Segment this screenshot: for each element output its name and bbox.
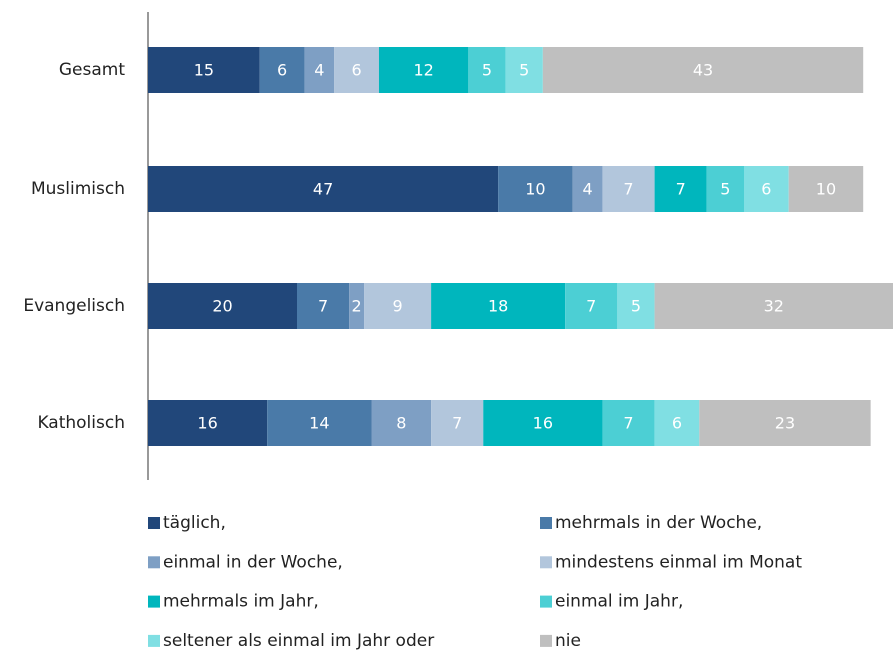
legend-label: täglich, [163, 513, 226, 533]
bar-segment [259, 47, 305, 93]
bar-segment [483, 400, 603, 446]
bar-segment [699, 400, 871, 446]
value-label: 7 [676, 180, 686, 199]
value-label: 15 [194, 61, 214, 80]
value-label: 6 [672, 414, 682, 433]
legend-label: mehrmals im Jahr, [163, 592, 319, 612]
legend-label: mindestens einmal im Monat [555, 552, 802, 572]
bar-segment [654, 283, 893, 329]
value-label: 2 [352, 297, 362, 316]
legend-swatch [540, 517, 552, 529]
value-label: 16 [533, 414, 553, 433]
bar-segment [148, 400, 268, 446]
bar-segment [468, 47, 506, 93]
bar-segment [267, 400, 372, 446]
bar-segment [297, 283, 350, 329]
bar-segment [565, 283, 618, 329]
category-label: Gesamt [59, 60, 125, 80]
category-label: Evangelisch [23, 296, 125, 316]
value-label: 10 [816, 180, 836, 199]
legend-swatch [540, 556, 552, 569]
bar-segment [602, 166, 655, 212]
legend-swatch [540, 595, 552, 608]
value-label: 8 [396, 414, 406, 433]
bar-segment [788, 166, 864, 212]
category-label: Muslimisch [31, 179, 125, 199]
value-label: 43 [693, 61, 713, 80]
value-label: 47 [313, 180, 333, 199]
value-label: 4 [314, 61, 324, 80]
bar-segment [431, 283, 566, 329]
value-label: 4 [582, 180, 592, 199]
value-label: 32 [764, 297, 784, 316]
value-label: 6 [352, 61, 362, 80]
legend-label: seltener als einmal im Jahr oder [163, 631, 434, 651]
value-label: 7 [623, 414, 633, 433]
value-label: 5 [631, 297, 641, 316]
bar-segment [498, 166, 573, 212]
value-label: 23 [775, 414, 795, 433]
bar-segment [371, 400, 432, 446]
bar-segment [304, 47, 335, 93]
value-label: 9 [392, 297, 402, 316]
value-label: 6 [277, 61, 287, 80]
value-label: 7 [623, 180, 633, 199]
value-label: 6 [761, 180, 771, 199]
value-label: 20 [212, 297, 232, 316]
bar-segment [706, 166, 744, 212]
legend-swatch [148, 556, 160, 569]
value-label: 18 [488, 297, 508, 316]
bar-segment [602, 400, 655, 446]
value-label: 5 [519, 61, 529, 80]
bar-segment [349, 283, 365, 329]
legend-label: einmal in der Woche, [163, 552, 343, 572]
bar-segment [505, 47, 543, 93]
bar-segment [542, 47, 864, 93]
legend-swatch [148, 595, 160, 608]
value-label: 5 [720, 180, 730, 199]
value-label: 14 [309, 414, 329, 433]
legend-swatch [148, 634, 160, 647]
bar-segment [654, 166, 707, 212]
bar-segment [654, 400, 700, 446]
bar-segment [378, 47, 469, 93]
bar-segment [148, 47, 260, 93]
bar-segment [744, 166, 789, 212]
value-label: 7 [318, 297, 328, 316]
value-label: 5 [482, 61, 492, 80]
bar-segment [364, 283, 432, 329]
value-label: 16 [197, 414, 217, 433]
category-label: Katholisch [37, 413, 125, 433]
legend-label: einmal im Jahr, [555, 592, 683, 612]
value-label: 7 [586, 297, 596, 316]
bar-segment [572, 166, 603, 212]
bar-segment [431, 400, 484, 446]
bar-segment [334, 47, 379, 93]
legend-label: mehrmals in der Woche, [555, 513, 762, 533]
bar-segment [148, 166, 499, 212]
bar-segment [617, 283, 655, 329]
value-label: 10 [525, 180, 545, 199]
value-label: 7 [452, 414, 462, 433]
legend-label: nie [555, 631, 581, 651]
bar-segment [148, 283, 297, 329]
legend-swatch [148, 517, 160, 529]
legend-swatch [540, 634, 552, 647]
value-label: 12 [413, 61, 433, 80]
